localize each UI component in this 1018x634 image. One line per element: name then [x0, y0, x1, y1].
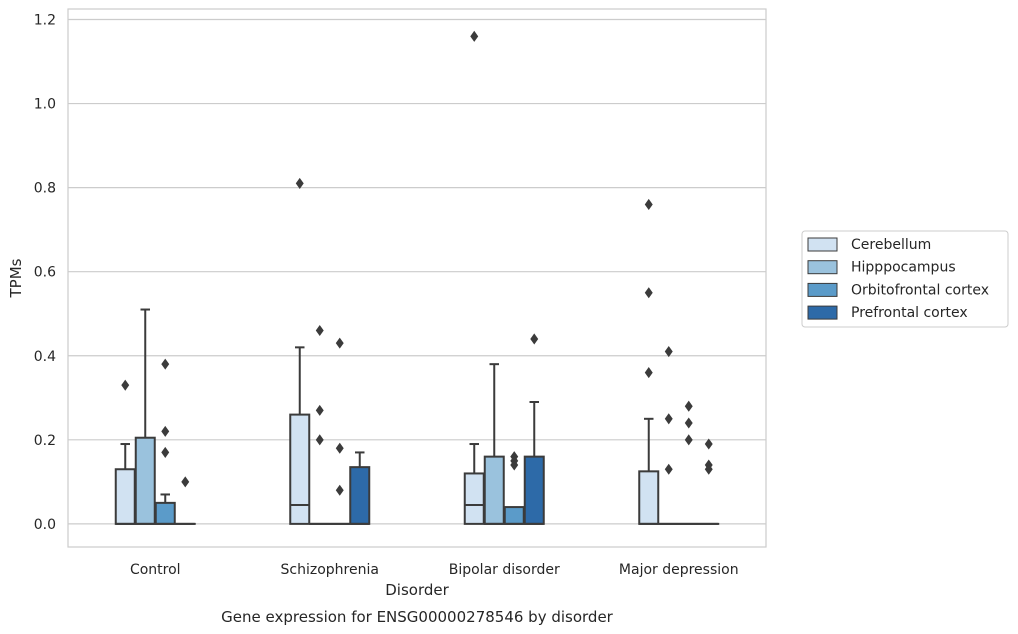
legend: Cerebellum Hipppocampus Orbitofrontal cort…: [801, 230, 1009, 328]
outlier-point: [704, 438, 713, 450]
box-prefrontal-cortex: [523, 455, 545, 525]
outlier-point: [704, 463, 713, 475]
y-tick-label: 0.2: [34, 433, 56, 449]
x-tick-label: Schizophrenia: [281, 562, 379, 578]
box-cerebellum: [114, 468, 136, 525]
legend-swatch: [807, 305, 838, 320]
x-axis-title: Disorder: [385, 581, 449, 599]
outlier-point: [335, 484, 344, 496]
category-group: [463, 30, 545, 525]
plot-background: [68, 9, 766, 547]
outlier-point: [315, 434, 324, 446]
category-group: [289, 177, 371, 525]
box-cerebellum: [289, 413, 311, 525]
box-orbitofrontal-cortex: [503, 506, 525, 525]
outlier-point: [121, 379, 130, 391]
outlier-point: [510, 459, 519, 471]
outlier-point: [684, 417, 693, 429]
outlier-point: [664, 346, 673, 358]
legend-label: Orbitofrontal cortex: [851, 282, 989, 298]
y-tick-labels: 0.0 0.2 0.4 0.6 0.8 1.0 1.2: [34, 13, 56, 533]
x-tick-label: Major depression: [619, 562, 739, 578]
y-tick-label: 0.0: [34, 517, 56, 533]
y-tick-label: 1.0: [34, 97, 56, 113]
y-gridlines: [68, 18, 766, 525]
legend-label: Prefrontal cortex: [851, 305, 968, 321]
plot-frame: [67, 8, 767, 548]
outlier-point: [530, 333, 539, 345]
y-tick-label: 0.6: [34, 265, 56, 281]
x-tick-label: Control: [130, 562, 181, 578]
box-prefrontal-cortex: [349, 466, 371, 525]
box-cerebellum: [463, 472, 485, 525]
y-tick-label: 1.2: [34, 13, 56, 29]
outlier-point: [335, 442, 344, 454]
outlier-point: [664, 463, 673, 475]
outlier-point: [684, 400, 693, 412]
legend-label: Hipppocampus: [851, 260, 956, 276]
x-tick-labels: Control Schizophrenia Bipolar disorder Majo…: [130, 562, 739, 578]
outlier-point: [295, 177, 304, 189]
outlier-point: [315, 325, 324, 337]
outlier-point: [181, 476, 190, 488]
outlier-point: [161, 425, 170, 437]
box-orbitofrontal-cortex: [154, 501, 176, 525]
legend-frame: [801, 230, 1009, 328]
x-tick-label: Bipolar disorder: [449, 562, 560, 578]
outlier-point: [644, 367, 653, 379]
y-tick-label: 0.4: [34, 349, 56, 365]
chart-caption: Gene expression for ENSG00000278546 by d…: [221, 608, 614, 626]
legend-label: Cerebellum: [851, 237, 931, 253]
y-axis-title: TPMs: [7, 258, 25, 298]
legend-swatch: [807, 260, 838, 275]
outlier-point: [644, 198, 653, 210]
outlier-point: [470, 30, 479, 42]
outlier-point: [161, 446, 170, 458]
outlier-point: [161, 358, 170, 370]
outlier-point: [684, 434, 693, 446]
outlier-point: [664, 413, 673, 425]
outlier-point: [315, 404, 324, 416]
box-hipppocampus: [134, 436, 156, 525]
box-hipppocampus: [483, 455, 505, 525]
category-group: [114, 308, 196, 525]
box-cerebellum: [638, 470, 660, 525]
outlier-point: [644, 287, 653, 299]
outlier-point: [335, 337, 344, 349]
category-group: [638, 198, 720, 525]
legend-items: Cerebellum Hipppocampus Orbitofrontal cort…: [807, 237, 989, 321]
box-groups: [114, 30, 720, 525]
legend-swatch: [807, 237, 838, 252]
y-tick-label: 0.8: [34, 181, 56, 197]
legend-swatch: [807, 282, 838, 297]
